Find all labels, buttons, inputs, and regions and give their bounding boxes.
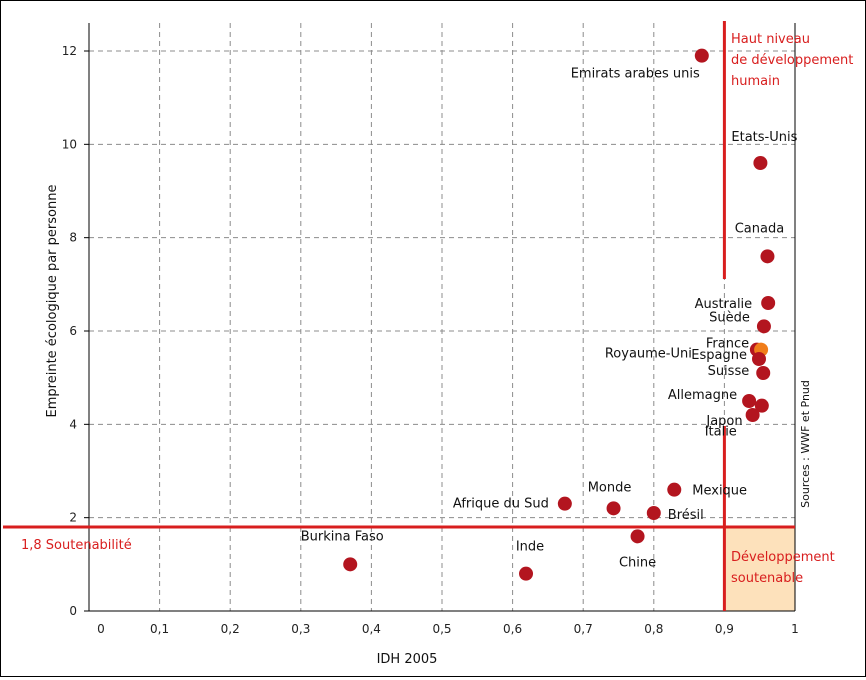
data-point [667, 482, 682, 497]
point-layer [343, 48, 776, 581]
x-tick-label: 0,1 [150, 622, 169, 636]
x-tick-label: 0,9 [715, 622, 734, 636]
sustainable-development-line-1: Développement [731, 550, 835, 565]
y-tick-label: 2 [69, 511, 77, 525]
sources-note: Sources : WWF et Pnud [799, 380, 812, 508]
data-point [761, 296, 776, 310]
label-layer: Emirats arabes unis Etats-Unis Canada Austr… [301, 67, 798, 571]
point-label: Allemagne [668, 388, 737, 403]
sustainable-development-line-2: soutenable [731, 571, 803, 586]
point-label: Suède [709, 310, 750, 325]
data-point [606, 501, 621, 516]
point-label: Inde [516, 540, 544, 555]
high-development-annotation: Haut niveau de développement humain [731, 32, 858, 89]
data-point [630, 529, 645, 544]
point-label: Chine [619, 555, 656, 570]
y-tick-label: 0 [69, 604, 77, 618]
threshold-layer [3, 21, 795, 611]
x-tick-label: 0,5 [432, 622, 451, 636]
data-point [745, 408, 760, 422]
data-point [646, 506, 661, 520]
point-label: Australie [695, 297, 753, 312]
x-tick-label: 0,8 [644, 622, 663, 636]
data-point [756, 319, 771, 334]
high-development-line-2: de développement [731, 53, 853, 68]
x-tick-label: 0,3 [291, 622, 310, 636]
x-tick-label: 0,4 [362, 622, 381, 636]
point-label: Suisse [708, 364, 750, 379]
data-point [557, 496, 572, 511]
point-label: Burkina Faso [301, 529, 384, 544]
sustainable-zone-layer [724, 527, 795, 611]
y-tick-label: 4 [69, 417, 77, 431]
high-development-line-3: humain [731, 74, 780, 89]
data-point [519, 566, 534, 581]
point-label: Canada [735, 221, 784, 236]
data-point [753, 156, 768, 170]
x-tick-label: 0,2 [221, 622, 240, 636]
point-label: Royaume-Uni [605, 347, 692, 362]
x-tick-label: 0,6 [503, 622, 522, 636]
data-point [760, 249, 775, 264]
sustainable-development-annotation: Développement soutenable [731, 550, 839, 586]
x-tick-label: 1 [791, 622, 799, 636]
x-tick-label: 0,7 [574, 622, 593, 636]
y-tick-label: 10 [62, 137, 77, 151]
point-label: Espagne [691, 348, 747, 363]
sustainability-threshold-label: 1,8 Soutenabilité [21, 538, 132, 553]
point-label: France [706, 337, 749, 352]
y-tick-label: 6 [69, 324, 77, 338]
y-tick-label: 12 [62, 44, 77, 58]
data-point [751, 352, 766, 366]
point-label: Italie [705, 425, 737, 440]
x-axis-title: IDH 2005 [377, 652, 438, 667]
point-label: Afrique du Sud [453, 497, 549, 512]
point-label: Japon [705, 414, 742, 429]
point-label: Monde [588, 480, 632, 495]
point-label: Mexique [692, 484, 747, 499]
data-point [754, 398, 769, 413]
data-point [742, 394, 757, 408]
y-axis-title: Empreinte écologique par personne [45, 185, 60, 418]
y-tick-label: 8 [69, 231, 77, 245]
high-development-line-1: Haut niveau [731, 32, 810, 47]
data-point [756, 366, 771, 380]
point-label: Brésil [668, 508, 704, 523]
data-point [343, 557, 358, 572]
data-point [694, 48, 709, 63]
point-label: Emirats arabes unis [571, 67, 700, 82]
x-tick-label: 0 [97, 622, 105, 636]
point-label: Etats-Unis [731, 130, 797, 145]
sustainable-zone [724, 527, 795, 611]
